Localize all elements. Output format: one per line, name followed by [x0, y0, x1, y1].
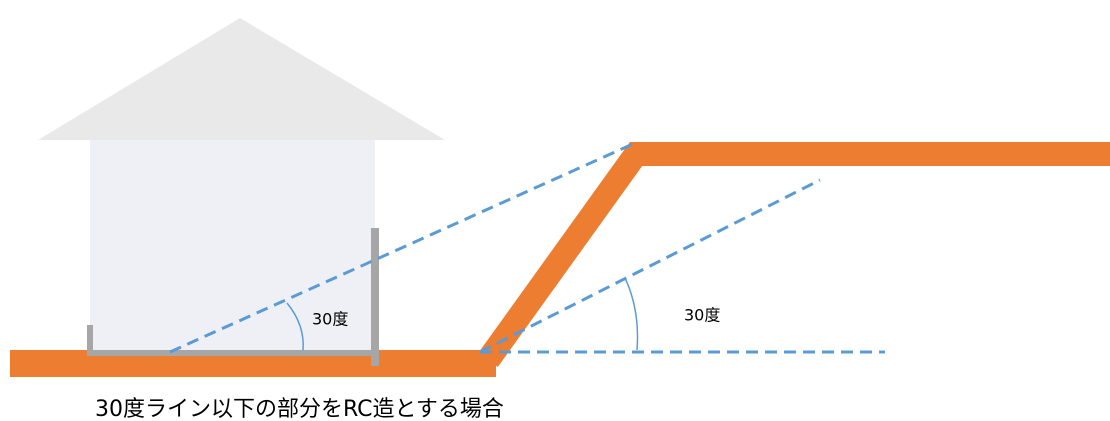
angle-arc — [286, 302, 304, 351]
foundation-slab — [87, 325, 375, 356]
caption: 30度ライン以下の部分をRC造とする場合 — [95, 397, 504, 421]
angle-label: 30度 — [684, 306, 720, 325]
angle-line-slope — [479, 178, 821, 354]
angle-label: 30度 — [312, 310, 348, 329]
angle-line-house — [169, 141, 636, 354]
house-roof — [38, 18, 445, 140]
slope-and-upper-ground — [478, 142, 1110, 368]
house-body — [90, 140, 375, 354]
angle-arc — [624, 277, 639, 351]
